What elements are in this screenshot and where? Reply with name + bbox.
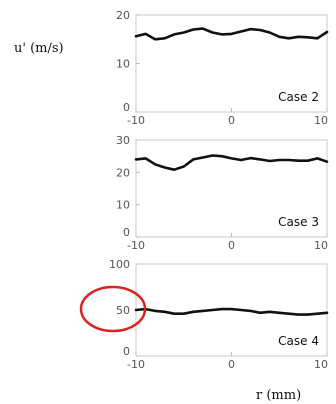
case-label: Case 3 xyxy=(278,215,319,229)
y-tick-label: 30 xyxy=(116,134,130,147)
data-point xyxy=(192,158,195,161)
data-point xyxy=(173,33,175,36)
data-point xyxy=(326,31,328,33)
data-point xyxy=(316,157,319,160)
data-point xyxy=(182,31,185,34)
data-point xyxy=(259,311,261,314)
data-point xyxy=(211,154,214,157)
data-point xyxy=(268,311,271,313)
data-point xyxy=(307,159,309,162)
y-tick-label: 10 xyxy=(116,58,130,71)
data-point xyxy=(316,312,319,315)
x-tick-label: 0 xyxy=(228,114,235,127)
data-point xyxy=(288,312,290,315)
data-point xyxy=(202,310,204,312)
x-tick-label: 0 xyxy=(228,358,235,371)
data-point xyxy=(221,308,223,310)
y-tick-label: 50 xyxy=(116,304,130,317)
x-axis-label: r (mm) xyxy=(256,388,301,403)
data-point xyxy=(211,309,214,311)
case-label: Case 2 xyxy=(278,90,319,104)
data-point xyxy=(163,37,166,40)
case-label: Case 4 xyxy=(278,334,319,348)
data-point xyxy=(230,157,233,160)
data-point xyxy=(240,30,242,33)
data-point xyxy=(202,156,204,159)
y-tick-label: 20 xyxy=(116,166,130,179)
data-point xyxy=(221,33,223,36)
data-point xyxy=(173,312,175,315)
y-tick-label: 100 xyxy=(109,258,130,271)
data-point xyxy=(240,159,242,161)
data-point xyxy=(163,311,166,313)
x-tick-label: -10 xyxy=(127,239,145,252)
data-point xyxy=(249,157,252,159)
data-point xyxy=(182,165,185,168)
data-point xyxy=(259,158,261,161)
data-point xyxy=(297,313,300,316)
data-point xyxy=(135,158,137,161)
data-point xyxy=(297,36,300,38)
y-tick-label: 0 xyxy=(123,345,130,358)
data-point xyxy=(307,313,309,316)
x-tick-label: 10 xyxy=(314,239,328,252)
data-point xyxy=(278,36,281,38)
y-tick-label: 20 xyxy=(116,9,130,22)
data-point xyxy=(230,33,233,35)
x-tick-label: -10 xyxy=(127,114,145,127)
x-tick-label: 0 xyxy=(228,239,235,252)
data-point xyxy=(202,27,204,30)
data-point xyxy=(230,308,233,310)
y-tick-label: 10 xyxy=(116,199,130,212)
data-point xyxy=(221,155,223,157)
data-point xyxy=(268,160,271,162)
data-point xyxy=(211,31,214,34)
data-point xyxy=(259,29,261,31)
data-point xyxy=(278,159,281,161)
data-point xyxy=(154,310,156,312)
data-point xyxy=(288,159,290,161)
x-tick-label: 10 xyxy=(314,114,328,127)
data-point xyxy=(326,160,328,163)
y-axis-label: u' (m/s) xyxy=(14,41,64,56)
y-tick-label: 0 xyxy=(123,226,130,239)
data-point xyxy=(288,37,290,40)
data-point xyxy=(240,309,242,311)
data-point xyxy=(173,168,175,171)
data-point xyxy=(192,311,195,313)
data-point xyxy=(297,159,300,162)
x-tick-label: -10 xyxy=(127,358,145,371)
data-point xyxy=(135,309,137,311)
y-tick-label: 0 xyxy=(123,101,130,114)
x-tick-label: 10 xyxy=(314,358,328,371)
data-point xyxy=(307,36,309,39)
data-point xyxy=(154,38,156,41)
data-point xyxy=(182,312,185,315)
data-point xyxy=(249,28,252,30)
data-point xyxy=(278,311,281,314)
data-point xyxy=(135,35,137,38)
data-point xyxy=(192,28,195,31)
data-point xyxy=(316,37,319,40)
data-point xyxy=(268,31,271,34)
data-point xyxy=(144,157,147,160)
data-point xyxy=(326,311,328,314)
highlight-circle xyxy=(79,285,147,333)
data-point xyxy=(144,33,147,35)
data-point xyxy=(249,310,252,312)
data-point xyxy=(154,163,156,166)
data-point xyxy=(163,166,166,169)
